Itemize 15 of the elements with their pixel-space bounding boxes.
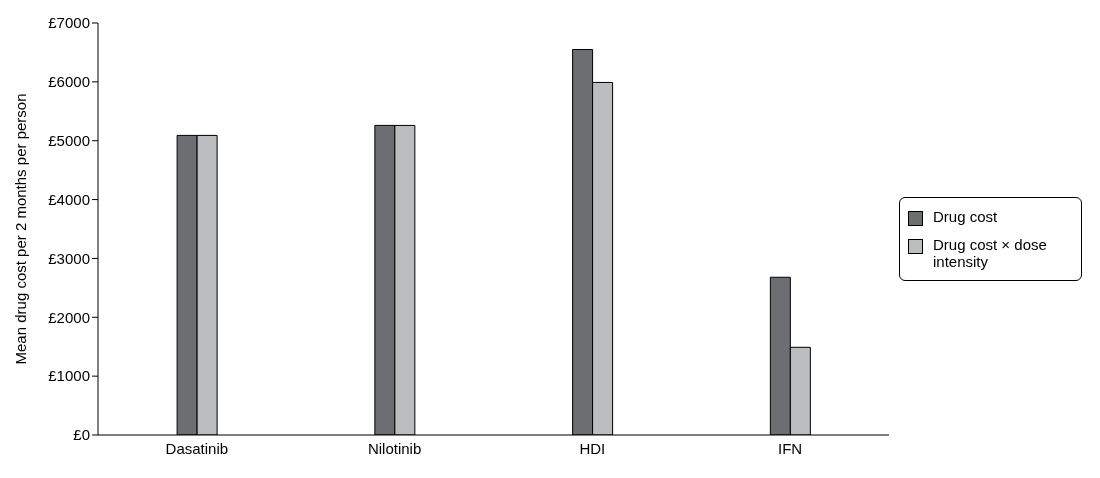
y-tick-label: £1000 (48, 367, 90, 385)
y-tick-label: £0 (73, 426, 90, 444)
y-tick-label: £7000 (48, 14, 90, 32)
legend-label: Drug cost (933, 208, 998, 225)
y-tick-label: £3000 (48, 249, 90, 267)
x-tick-label: HDI (579, 439, 606, 457)
y-tick-label: £2000 (48, 308, 90, 326)
y-tick-label: £5000 (48, 132, 90, 150)
x-tick-label: IFN (778, 439, 803, 457)
x-tick-label: Dasatinib (165, 439, 229, 457)
y-tick-label: £4000 (48, 190, 90, 208)
legend-label: Drug cost × dose intensity (933, 236, 1048, 270)
x-tick-label: Nilotinib (367, 439, 422, 457)
y-axis-title: Mean drug cost per 2 months per person (12, 93, 30, 365)
y-tick-label: £6000 (48, 73, 90, 91)
